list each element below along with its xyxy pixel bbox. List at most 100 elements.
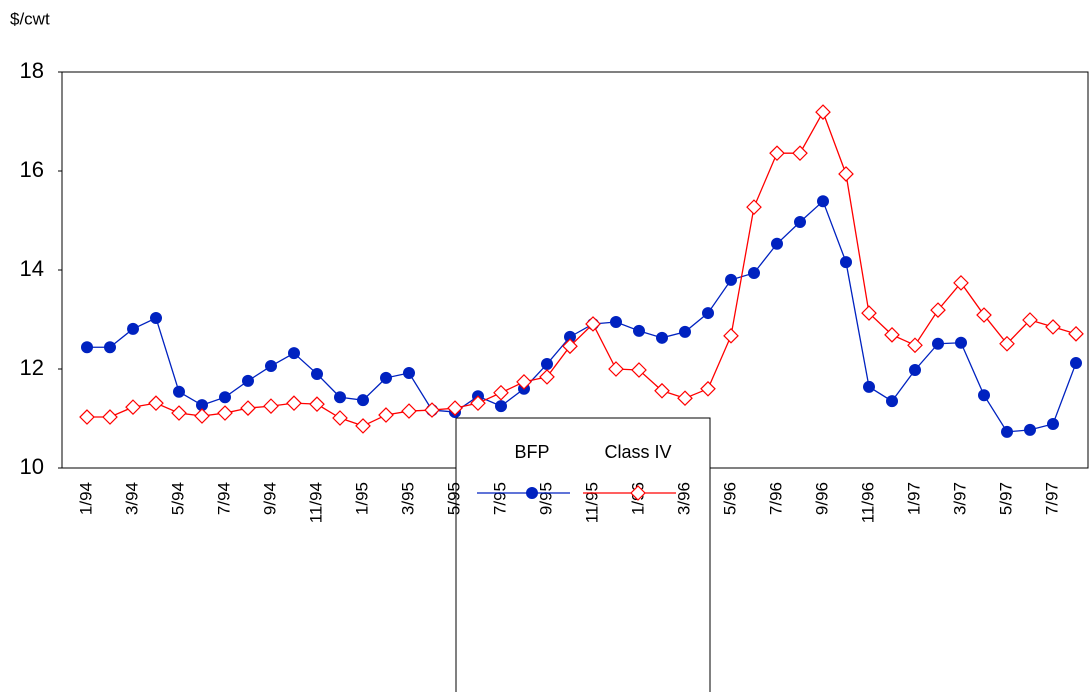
x-tick-label: 9/95	[536, 482, 555, 515]
x-tick-label: 1/95	[352, 482, 371, 515]
data-point	[930, 302, 946, 318]
data-point	[127, 322, 139, 335]
data-point	[447, 400, 463, 416]
y-tick-label: 12	[20, 355, 44, 380]
data-point	[242, 374, 254, 387]
data-point	[357, 394, 369, 407]
y-tick-label: 16	[20, 157, 44, 182]
data-point	[173, 385, 185, 398]
x-tick-label: 1/94	[76, 482, 95, 515]
y-tick-label: 14	[20, 256, 44, 281]
x-tick-label: 3/95	[398, 482, 417, 515]
data-point	[470, 395, 486, 412]
data-point	[79, 409, 95, 425]
series-line	[87, 200, 1077, 433]
data-point	[748, 266, 760, 279]
data-point	[240, 400, 256, 416]
data-point	[424, 402, 440, 418]
x-tick-label: 9/94	[260, 482, 279, 515]
data-point	[1045, 319, 1061, 335]
x-tick-label: 3/94	[122, 482, 141, 515]
x-tick-label: 5/96	[720, 482, 739, 515]
data-point	[334, 391, 346, 404]
legend-label: Class IV	[604, 442, 671, 462]
data-point	[562, 338, 578, 355]
x-tick-label: 1/97	[904, 482, 923, 515]
data-point	[355, 418, 371, 434]
data-point	[1070, 357, 1082, 370]
x-tick-label: 11/94	[306, 482, 325, 523]
data-point	[677, 390, 693, 407]
data-point	[539, 369, 555, 385]
data-point	[265, 360, 277, 373]
x-tick-label: 5/95	[444, 482, 463, 515]
data-point	[102, 409, 118, 425]
data-point	[81, 341, 93, 354]
data-point	[999, 335, 1015, 352]
data-point	[401, 403, 417, 419]
data-point	[150, 312, 162, 325]
data-point	[792, 145, 808, 162]
data-point	[610, 315, 622, 328]
data-point	[725, 273, 737, 286]
data-point	[219, 391, 231, 404]
data-point	[104, 341, 116, 354]
data-point	[585, 316, 601, 332]
x-tick-label: 5/97	[996, 482, 1015, 515]
legend-box	[455, 417, 711, 692]
x-tick-label: 7/97	[1042, 482, 1061, 515]
legend-marker	[630, 485, 646, 501]
data-point	[631, 362, 647, 378]
x-tick-label: 3/96	[674, 482, 693, 515]
legend-marker	[526, 487, 538, 499]
x-tick-label: 11/95	[582, 482, 601, 523]
data-point	[817, 195, 829, 208]
data-point	[700, 380, 716, 397]
data-point	[403, 366, 415, 379]
data-point	[976, 307, 992, 323]
data-point	[309, 396, 325, 412]
data-point	[1022, 312, 1038, 328]
y-axis-label: $/cwt	[10, 9, 50, 28]
data-point	[679, 325, 691, 338]
data-point	[516, 374, 532, 390]
data-point	[194, 408, 210, 424]
data-point	[125, 399, 141, 415]
series-line	[87, 110, 1077, 427]
data-point	[771, 237, 783, 250]
data-point	[263, 398, 279, 414]
data-point	[884, 326, 900, 343]
data-point	[608, 361, 624, 377]
data-point	[907, 337, 923, 354]
data-point	[1047, 417, 1059, 430]
data-point	[286, 395, 302, 412]
data-point	[288, 347, 300, 360]
x-tick-label: 11/96	[858, 482, 877, 523]
data-point	[909, 363, 921, 376]
data-point	[311, 367, 323, 380]
data-point	[953, 275, 969, 291]
data-point	[1068, 326, 1084, 342]
data-point	[148, 395, 164, 412]
data-point	[495, 400, 507, 413]
data-point	[815, 104, 831, 120]
data-point	[378, 407, 394, 423]
data-point	[654, 382, 670, 399]
data-point	[932, 337, 944, 350]
data-point	[656, 331, 668, 344]
x-tick-label: 7/95	[490, 482, 509, 515]
data-point	[332, 410, 348, 426]
data-point	[380, 371, 392, 384]
x-tick-label: 3/97	[950, 482, 969, 515]
data-point	[794, 215, 806, 228]
data-point	[955, 336, 967, 349]
data-point	[838, 166, 854, 182]
data-point	[886, 395, 898, 408]
data-point	[840, 256, 852, 269]
data-point	[541, 358, 553, 371]
legend-label: BFP	[514, 442, 549, 462]
y-tick-label: 18	[20, 58, 44, 83]
data-point	[746, 199, 762, 215]
data-point	[769, 145, 785, 162]
